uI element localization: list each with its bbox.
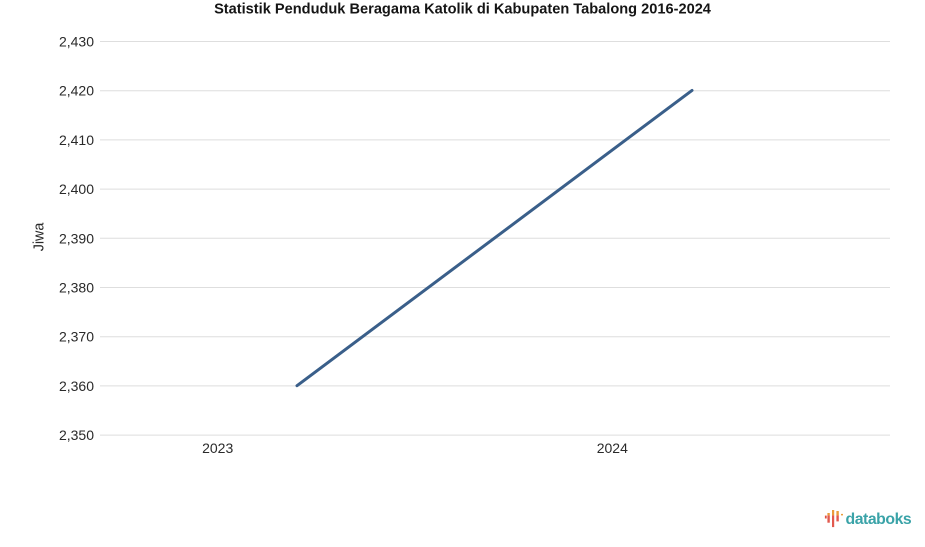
svg-text:databoks: databoks	[846, 511, 912, 528]
svg-text:2,350: 2,350	[59, 427, 94, 443]
svg-text:2023: 2023	[202, 440, 233, 456]
svg-text:2,420: 2,420	[59, 83, 94, 99]
svg-text:2,430: 2,430	[59, 34, 94, 50]
svg-text:2,410: 2,410	[59, 132, 94, 148]
svg-text:2024: 2024	[597, 440, 628, 456]
svg-text:2,400: 2,400	[59, 181, 94, 197]
svg-text:2,370: 2,370	[59, 329, 94, 345]
svg-text:Statistik Penduduk Beragama Ka: Statistik Penduduk Beragama Katolik di K…	[214, 1, 712, 17]
svg-text:2,390: 2,390	[59, 230, 94, 246]
svg-text:Jiwa: Jiwa	[32, 223, 48, 252]
svg-text:2,360: 2,360	[59, 378, 94, 394]
svg-text:2,380: 2,380	[59, 280, 94, 296]
